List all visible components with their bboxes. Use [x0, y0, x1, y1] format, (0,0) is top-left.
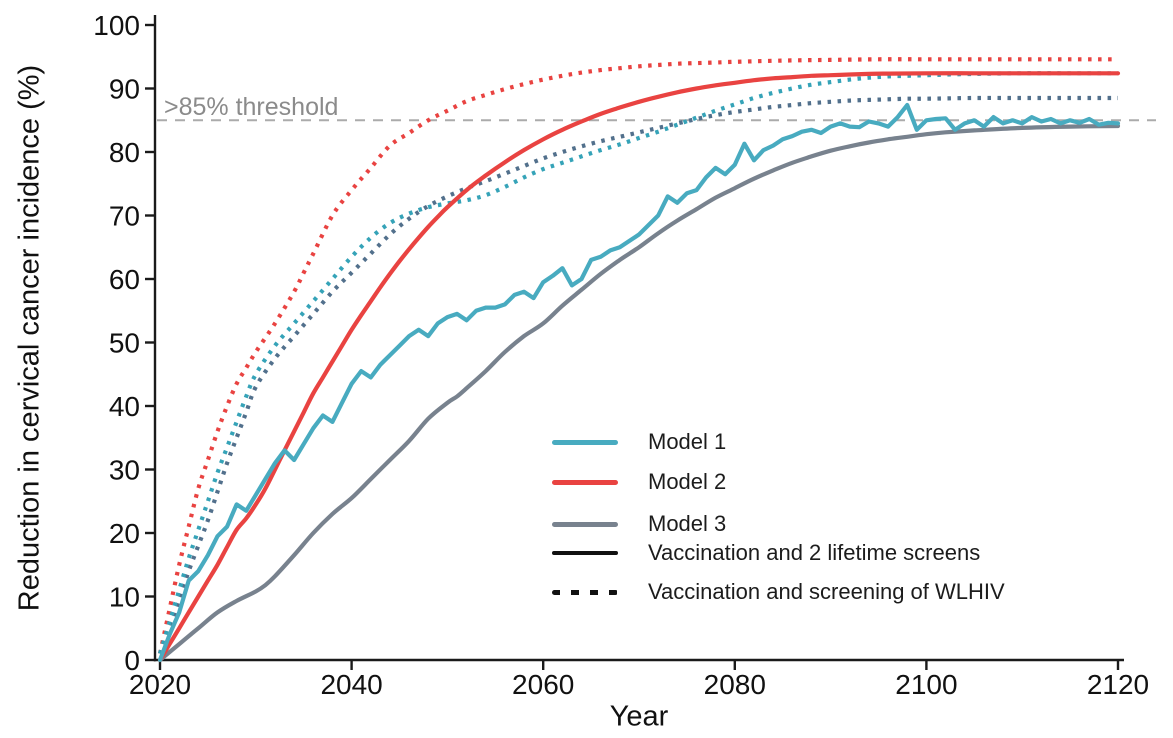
y-axis: 0 10 20 30 40 50 60 70 80 90 100	[93, 10, 157, 676]
y-tick-label: 70	[109, 201, 140, 232]
series-model3_screens	[157, 123, 1121, 663]
y-tick-label: 80	[109, 137, 140, 168]
threshold-label: >85% threshold	[164, 93, 339, 121]
series-model1_screens	[157, 102, 1121, 663]
y-tick-label: 40	[109, 391, 140, 422]
x-tick-label: 2040	[320, 669, 382, 700]
series-model3_wlhiv	[158, 95, 1118, 655]
x-tick-label: 2060	[512, 669, 574, 700]
x-tick-label: 2020	[129, 669, 191, 700]
y-tick-label: 10	[109, 582, 140, 613]
y-tick-label: 20	[109, 518, 140, 549]
y-tick-label: 60	[109, 264, 140, 295]
series-model1_wlhiv	[157, 71, 1118, 655]
y-tick-label: 0	[124, 645, 140, 676]
x-axis-title: Year	[609, 700, 669, 733]
y-tick-label: 100	[93, 10, 140, 41]
x-tick-label: 2120	[1087, 669, 1149, 700]
y-tick-label: 30	[109, 455, 140, 486]
y-axis-title: Reduction in cervical cancer incidence (…	[13, 64, 46, 612]
series-model2_screens	[157, 71, 1121, 663]
x-tick-label: 2100	[895, 669, 957, 700]
x-axis: 2020 2040 2060 2080 2100 2120	[129, 658, 1149, 700]
y-tick-label: 50	[109, 328, 140, 359]
y-tick-label: 90	[109, 74, 140, 105]
series-model2_wlhiv	[157, 57, 1119, 655]
x-tick-label: 2080	[704, 669, 766, 700]
